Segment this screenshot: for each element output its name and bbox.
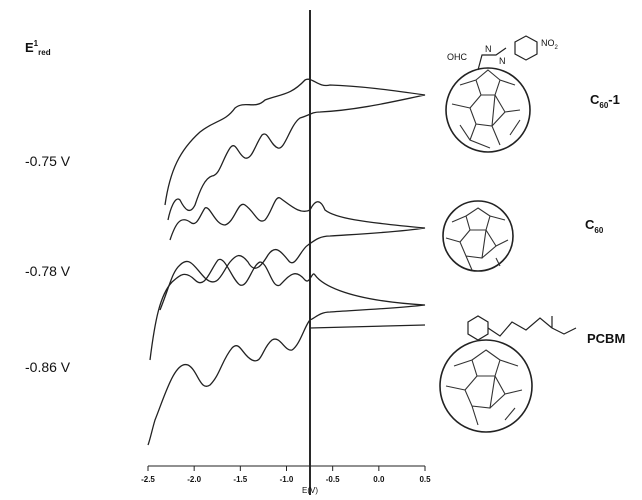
molecule-pcbm: [440, 316, 576, 432]
compound-label: PCBM: [587, 331, 625, 346]
x-tick-label: -1.5: [233, 475, 247, 484]
voltammogram: [165, 79, 425, 220]
potential-value: -0.75 V: [25, 153, 71, 169]
x-tick-label: -2.5: [141, 475, 155, 484]
molecule-c60: [443, 201, 513, 271]
substituent-label: N: [485, 44, 492, 54]
substituent-label: N: [499, 56, 506, 66]
compound-label: C60: [585, 217, 604, 235]
potential-header: E1red: [25, 39, 51, 57]
figure: E1red -0.75 V -0.78 V -0.86 V -2.5 -2.0 -1…: [0, 0, 642, 495]
substituent-label: NO2: [541, 38, 559, 51]
x-tick-label: -0.5: [326, 475, 340, 484]
x-ticks: -2.5 -2.0 -1.5 -1.0 -0.5 0.0 0.5: [141, 466, 431, 484]
compound-label: C60-1: [590, 92, 620, 110]
molecule-c60-1: OHC N N NO2: [446, 36, 559, 152]
x-tick-label: 0.0: [373, 475, 385, 484]
x-tick-label: -1.0: [280, 475, 294, 484]
x-tick-label: 0.5: [419, 475, 431, 484]
potential-value: -0.86 V: [25, 359, 71, 375]
voltammogram: [310, 325, 425, 328]
x-tick-label: -2.0: [187, 475, 201, 484]
voltammogram: [148, 259, 425, 445]
x-axis-label: E(V): [302, 486, 318, 495]
potential-value: -0.78 V: [25, 263, 71, 279]
substituent-label: OHC: [447, 52, 468, 62]
voltammogram: [160, 198, 425, 310]
